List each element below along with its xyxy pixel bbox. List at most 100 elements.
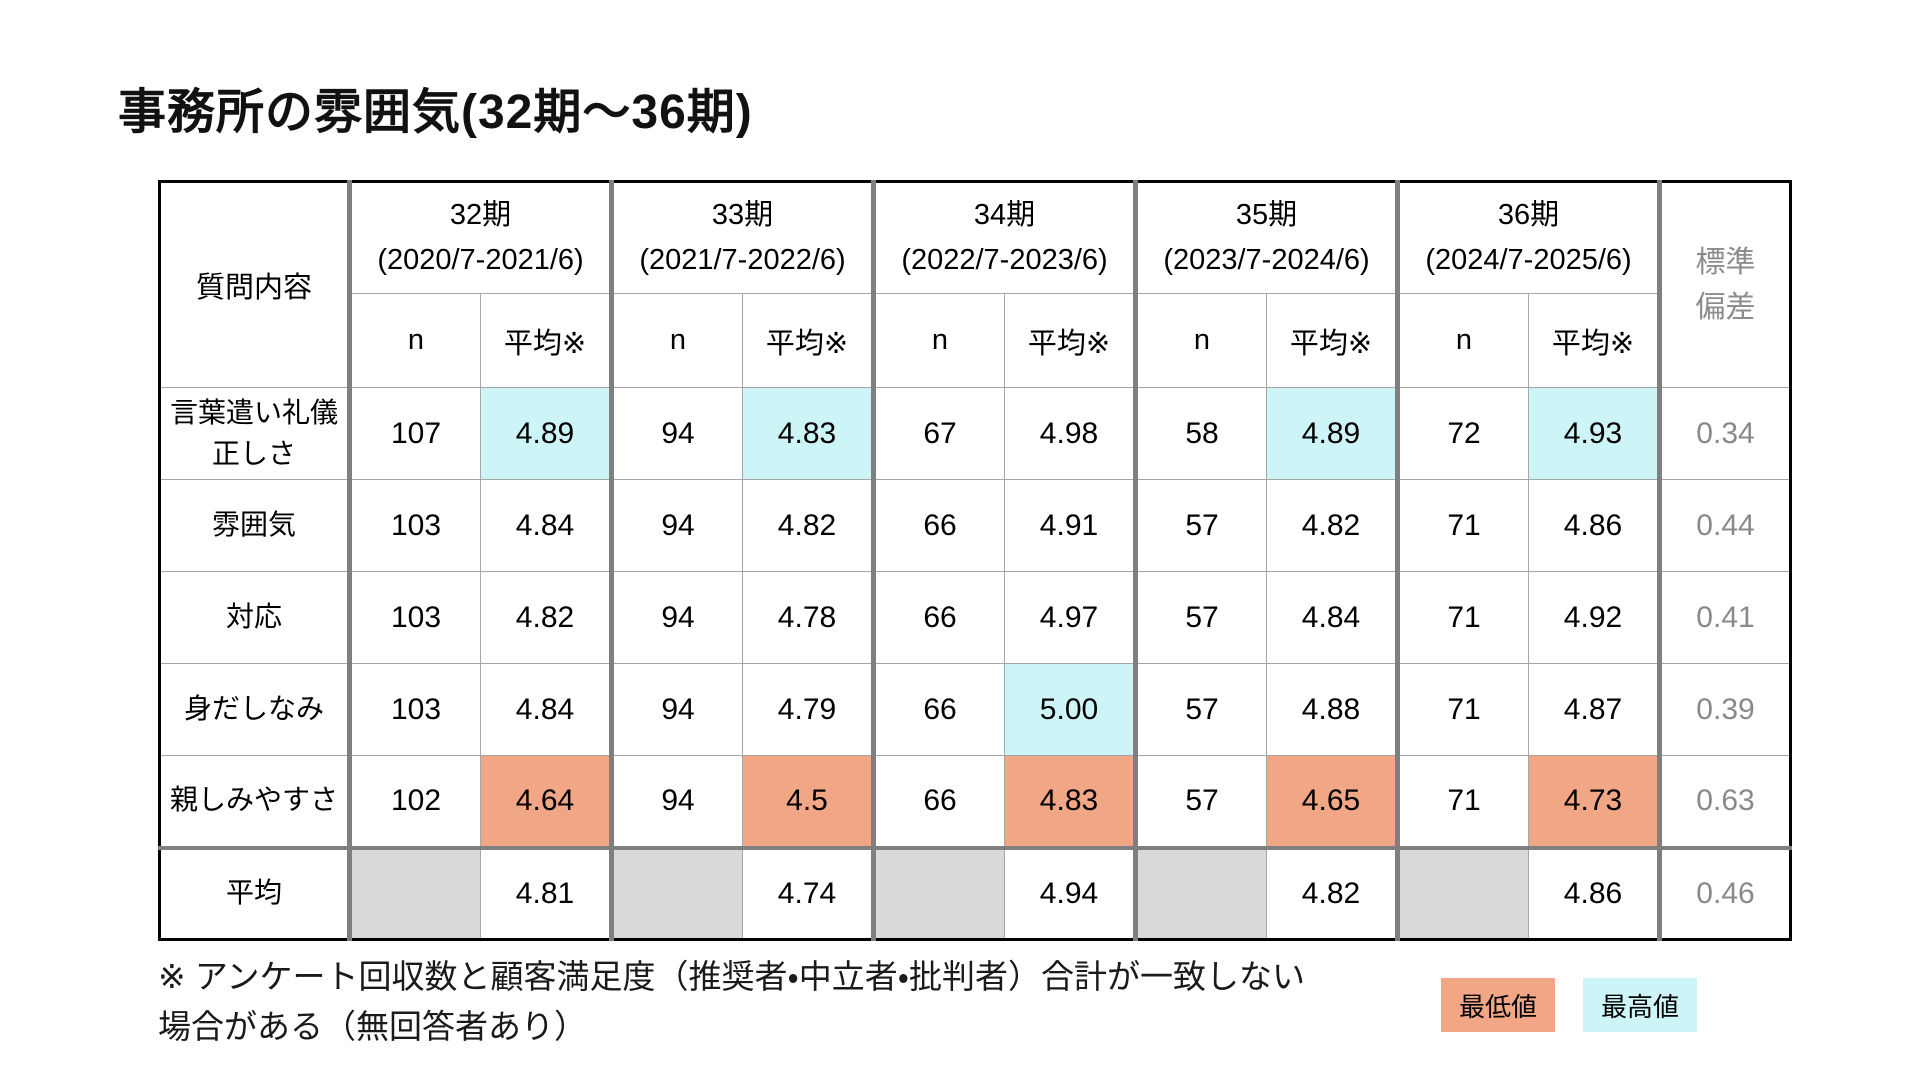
cell-std: 0.39 [1657, 663, 1791, 756]
cell-mean-average: 4.82 [1266, 845, 1398, 940]
cell-mean: 4.98 [1004, 387, 1136, 480]
survey-table: 質問内容 32期 (2020/7-2021/6) 33期 (2021/7-2022/6)… [158, 180, 1792, 941]
cell-n: 103 [347, 571, 481, 664]
period-range: (2024/7-2025/6) [1425, 244, 1632, 276]
cell-n: 94 [609, 387, 743, 480]
page-title: 事務所の雰囲気(32期～36期) [118, 86, 753, 139]
question-column-header: 質問内容 [159, 181, 350, 388]
cell-mean: 4.89 [1266, 387, 1398, 480]
row-label: 身だしなみ [159, 663, 350, 756]
cell-mean: 4.91 [1004, 479, 1136, 572]
cell-n: 107 [347, 387, 481, 480]
cell-n: 58 [1133, 387, 1267, 480]
cell-mean: 4.82 [480, 571, 612, 664]
subheader-n-2: n [871, 293, 1005, 388]
subheader-n-3: n [1133, 293, 1267, 388]
cell-n-empty [347, 845, 481, 940]
cell-mean: 4.86 [1528, 479, 1660, 572]
cell-mean: 4.88 [1266, 663, 1398, 756]
std-head-line: 偏差 [1695, 291, 1756, 324]
cell-n-empty [609, 845, 743, 940]
period-range: (2023/7-2024/6) [1163, 244, 1370, 276]
table-row: 雰囲気 103 4.84 94 4.82 66 4.91 57 4.82 71 4.86 0.44 [159, 479, 1791, 572]
period-range: (2020/7-2021/6) [377, 244, 584, 276]
cell-std-average: 0.46 [1657, 845, 1791, 940]
footnote: ※ アンケート回収数と顧客満足度（推奨者・中立者・批判者）合計が一致しない 場合… [158, 952, 1448, 1051]
cell-n: 66 [871, 571, 1005, 664]
cell-mean: 4.64 [480, 755, 612, 848]
cell-n: 102 [347, 755, 481, 848]
cell-mean: 4.87 [1528, 663, 1660, 756]
cell-mean: 4.78 [742, 571, 874, 664]
legend-lowest-value: 最低値 [1441, 978, 1555, 1032]
period-header-35期: 35期 (2023/7-2024/6) [1133, 181, 1398, 294]
cell-mean: 4.84 [480, 663, 612, 756]
row-label: 対応 [159, 571, 350, 664]
legend: 最低値 最高値 [1441, 978, 1697, 1032]
table-body: 言葉遣い礼儀正しさ 107 4.89 94 4.83 67 4.98 58 4.89 72 4.93… [159, 387, 1791, 940]
period-range: (2021/7-2022/6) [639, 244, 846, 276]
cell-mean: 5.00 [1004, 663, 1136, 756]
cell-n: 94 [609, 479, 743, 572]
cell-std: 0.41 [1657, 571, 1791, 664]
period-header-34期: 34期 (2022/7-2023/6) [871, 181, 1136, 294]
table-row: 親しみやすさ 102 4.64 94 4.5 66 4.83 57 4.65 71 4.73 0.63 [159, 755, 1791, 848]
cell-mean: 4.79 [742, 663, 874, 756]
footnote-line-2: 場合がある（無回答者あり） [158, 1007, 587, 1045]
cell-std: 0.34 [1657, 387, 1791, 480]
cell-mean: 4.93 [1528, 387, 1660, 480]
period-header-36期: 36期 (2024/7-2025/6) [1395, 181, 1660, 294]
footnote-line-1: ※ アンケート回収数と顧客満足度（推奨者・中立者・批判者）合計が一致しない [158, 958, 1305, 995]
period-name: 35期 [1235, 199, 1298, 232]
period-name: 34期 [973, 199, 1036, 232]
cell-n: 94 [609, 755, 743, 848]
row-label-average: 平均 [159, 845, 350, 940]
table-row-average: 平均 4.81 4.74 4.94 4.82 4.86 0.46 [159, 845, 1791, 940]
cell-n: 71 [1395, 479, 1529, 572]
cell-n: 66 [871, 479, 1005, 572]
cell-mean: 4.73 [1528, 755, 1660, 848]
row-label: 言葉遣い礼儀正しさ [159, 387, 350, 480]
table-row: 身だしなみ 103 4.84 94 4.79 66 5.00 57 4.88 71 4.87 0.39 [159, 663, 1791, 756]
cell-n-empty [1133, 845, 1267, 940]
subheader-n-1: n [609, 293, 743, 388]
cell-mean-average: 4.94 [1004, 845, 1136, 940]
cell-mean: 4.82 [742, 479, 874, 572]
cell-n: 57 [1133, 479, 1267, 572]
row-label: 雰囲気 [159, 479, 350, 572]
cell-mean: 4.84 [1266, 571, 1398, 664]
period-header-33期: 33期 (2021/7-2022/6) [609, 181, 874, 294]
cell-n-empty [1395, 845, 1529, 940]
table-row: 対応 103 4.82 94 4.78 66 4.97 57 4.84 71 4.92 0.41 [159, 571, 1791, 664]
cell-n: 57 [1133, 755, 1267, 848]
cell-n: 94 [609, 663, 743, 756]
subheader-mean-4: 平均※ [1528, 293, 1660, 388]
cell-std: 0.44 [1657, 479, 1791, 572]
cell-mean-average: 4.81 [480, 845, 612, 940]
cell-mean-average: 4.86 [1528, 845, 1660, 940]
cell-n: 71 [1395, 755, 1529, 848]
subheader-mean-0: 平均※ [480, 293, 612, 388]
cell-std: 0.63 [1657, 755, 1791, 848]
period-header-32期: 32期 (2020/7-2021/6) [347, 181, 612, 294]
period-range: (2022/7-2023/6) [901, 244, 1108, 276]
cell-mean: 4.82 [1266, 479, 1398, 572]
subheader-n-0: n [347, 293, 481, 388]
subheader-mean-1: 平均※ [742, 293, 874, 388]
cell-n: 71 [1395, 663, 1529, 756]
row-label: 親しみやすさ [159, 755, 350, 848]
std-head-line: 標準 [1695, 246, 1756, 279]
cell-mean-average: 4.74 [742, 845, 874, 940]
cell-mean: 4.92 [1528, 571, 1660, 664]
period-name: 32期 [449, 199, 512, 232]
cell-mean: 4.97 [1004, 571, 1136, 664]
cell-n: 57 [1133, 571, 1267, 664]
cell-n: 94 [609, 571, 743, 664]
cell-mean: 4.83 [742, 387, 874, 480]
cell-n: 72 [1395, 387, 1529, 480]
cell-mean: 4.65 [1266, 755, 1398, 848]
table-row: 言葉遣い礼儀正しさ 107 4.89 94 4.83 67 4.98 58 4.89 72 4.93… [159, 387, 1791, 480]
subheader-mean-3: 平均※ [1266, 293, 1398, 388]
cell-n: 66 [871, 663, 1005, 756]
period-name: 33期 [711, 199, 774, 232]
